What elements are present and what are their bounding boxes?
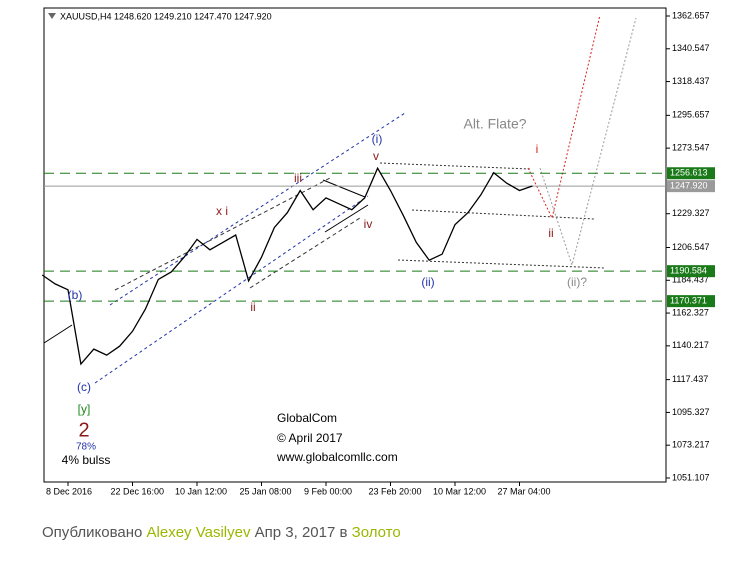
caption-author[interactable]: Alexey Vasilyev bbox=[147, 524, 251, 541]
annotation: iv bbox=[364, 217, 373, 231]
trend-line bbox=[43, 324, 73, 344]
annotation: 4% bulss bbox=[62, 453, 111, 467]
x-tick-label: 23 Feb 20:00 bbox=[369, 486, 422, 496]
caption-date: Апр 3, 2017 в bbox=[255, 524, 348, 541]
header-icon bbox=[48, 13, 56, 19]
level-label: 1256.613 bbox=[670, 168, 708, 178]
y-tick-label: 1318.437 bbox=[672, 76, 710, 86]
inner-channel bbox=[114, 177, 331, 291]
x-tick-label: 25 Jan 08:00 bbox=[240, 486, 292, 496]
y-tick-label: 1229.327 bbox=[672, 208, 710, 218]
annotation: Alt. Flate? bbox=[463, 116, 526, 132]
x-tick-label: 27 Mar 04:00 bbox=[498, 486, 551, 496]
y-tick-label: 1273.547 bbox=[672, 143, 710, 153]
annotation: (c) bbox=[77, 380, 91, 394]
caption-prefix: Опубликовано Alexey Vasilyev Апр 3, 2017… bbox=[42, 524, 401, 541]
projection bbox=[539, 17, 637, 267]
y-tick-label: 1140.217 bbox=[672, 340, 709, 350]
chart-title: XAUUSD,H4 1248.620 1249.210 1247.470 124… bbox=[60, 11, 272, 21]
trend-line bbox=[324, 204, 369, 233]
level-box bbox=[667, 295, 715, 308]
wave-lines bbox=[43, 14, 637, 384]
wave-guide bbox=[397, 259, 606, 269]
y-tick-label: 1295.657 bbox=[672, 110, 710, 120]
x-tick-label: 22 Dec 16:00 bbox=[111, 486, 165, 496]
x-tick-label: 10 Jan 12:00 bbox=[175, 486, 227, 496]
watermark: www.globalcomllc.com bbox=[276, 450, 398, 464]
plot-frame bbox=[43, 7, 667, 483]
annotation: 2 bbox=[78, 419, 89, 441]
wave-guide bbox=[379, 162, 531, 170]
price-line bbox=[41, 166, 533, 366]
x-tick-label: 8 Dec 2016 bbox=[46, 486, 92, 496]
annotation: 78% bbox=[76, 442, 96, 453]
watermark: © April 2017 bbox=[277, 431, 343, 445]
y-tick-label: 1051.107 bbox=[672, 472, 710, 482]
annotation: [y] bbox=[78, 402, 91, 416]
level-box bbox=[667, 167, 715, 180]
channel-lower bbox=[94, 195, 369, 384]
level-box bbox=[667, 265, 715, 278]
y-tick-label: 1340.547 bbox=[672, 43, 710, 53]
projection bbox=[527, 14, 601, 220]
caption-category[interactable]: Золото bbox=[352, 524, 401, 541]
y-tick-label: 1073.217 bbox=[672, 440, 710, 450]
y-tick-label: 1362.657 bbox=[672, 10, 710, 20]
annotation: iii bbox=[294, 171, 302, 185]
annotation: (ii)? bbox=[567, 275, 587, 289]
y-tick-label: 1117.437 bbox=[672, 374, 708, 384]
annotation: (b) bbox=[68, 288, 83, 302]
x-tick-label: 10 Mar 12:00 bbox=[433, 486, 486, 496]
wave-guide bbox=[411, 209, 596, 220]
y-tick-label: 1184.437 bbox=[672, 275, 709, 285]
level-label: 1247.920 bbox=[670, 181, 708, 191]
annotation: ii bbox=[548, 226, 553, 240]
y-tick-label: 1095.327 bbox=[672, 407, 710, 417]
annotation: i bbox=[536, 142, 539, 156]
x-tick-label: 9 Feb 00:00 bbox=[304, 486, 352, 496]
level-box bbox=[667, 180, 715, 193]
level-label: 1170.371 bbox=[670, 296, 707, 306]
level-label: 1190.584 bbox=[670, 266, 707, 276]
annotation: ii bbox=[250, 300, 255, 314]
annotation: x i bbox=[216, 204, 228, 218]
annotation: (ii) bbox=[421, 275, 434, 289]
channel-upper bbox=[109, 112, 406, 306]
inner-channel bbox=[249, 217, 361, 289]
trend-line bbox=[322, 179, 366, 198]
caption-prefix: Опубликовано bbox=[42, 524, 142, 541]
annotation: (i) bbox=[372, 132, 383, 146]
y-tick-label: 1162.327 bbox=[672, 307, 709, 317]
annotation: v bbox=[373, 149, 379, 163]
y-tick-label: 1206.547 bbox=[672, 242, 710, 252]
watermark: GlobalCom bbox=[277, 411, 337, 425]
